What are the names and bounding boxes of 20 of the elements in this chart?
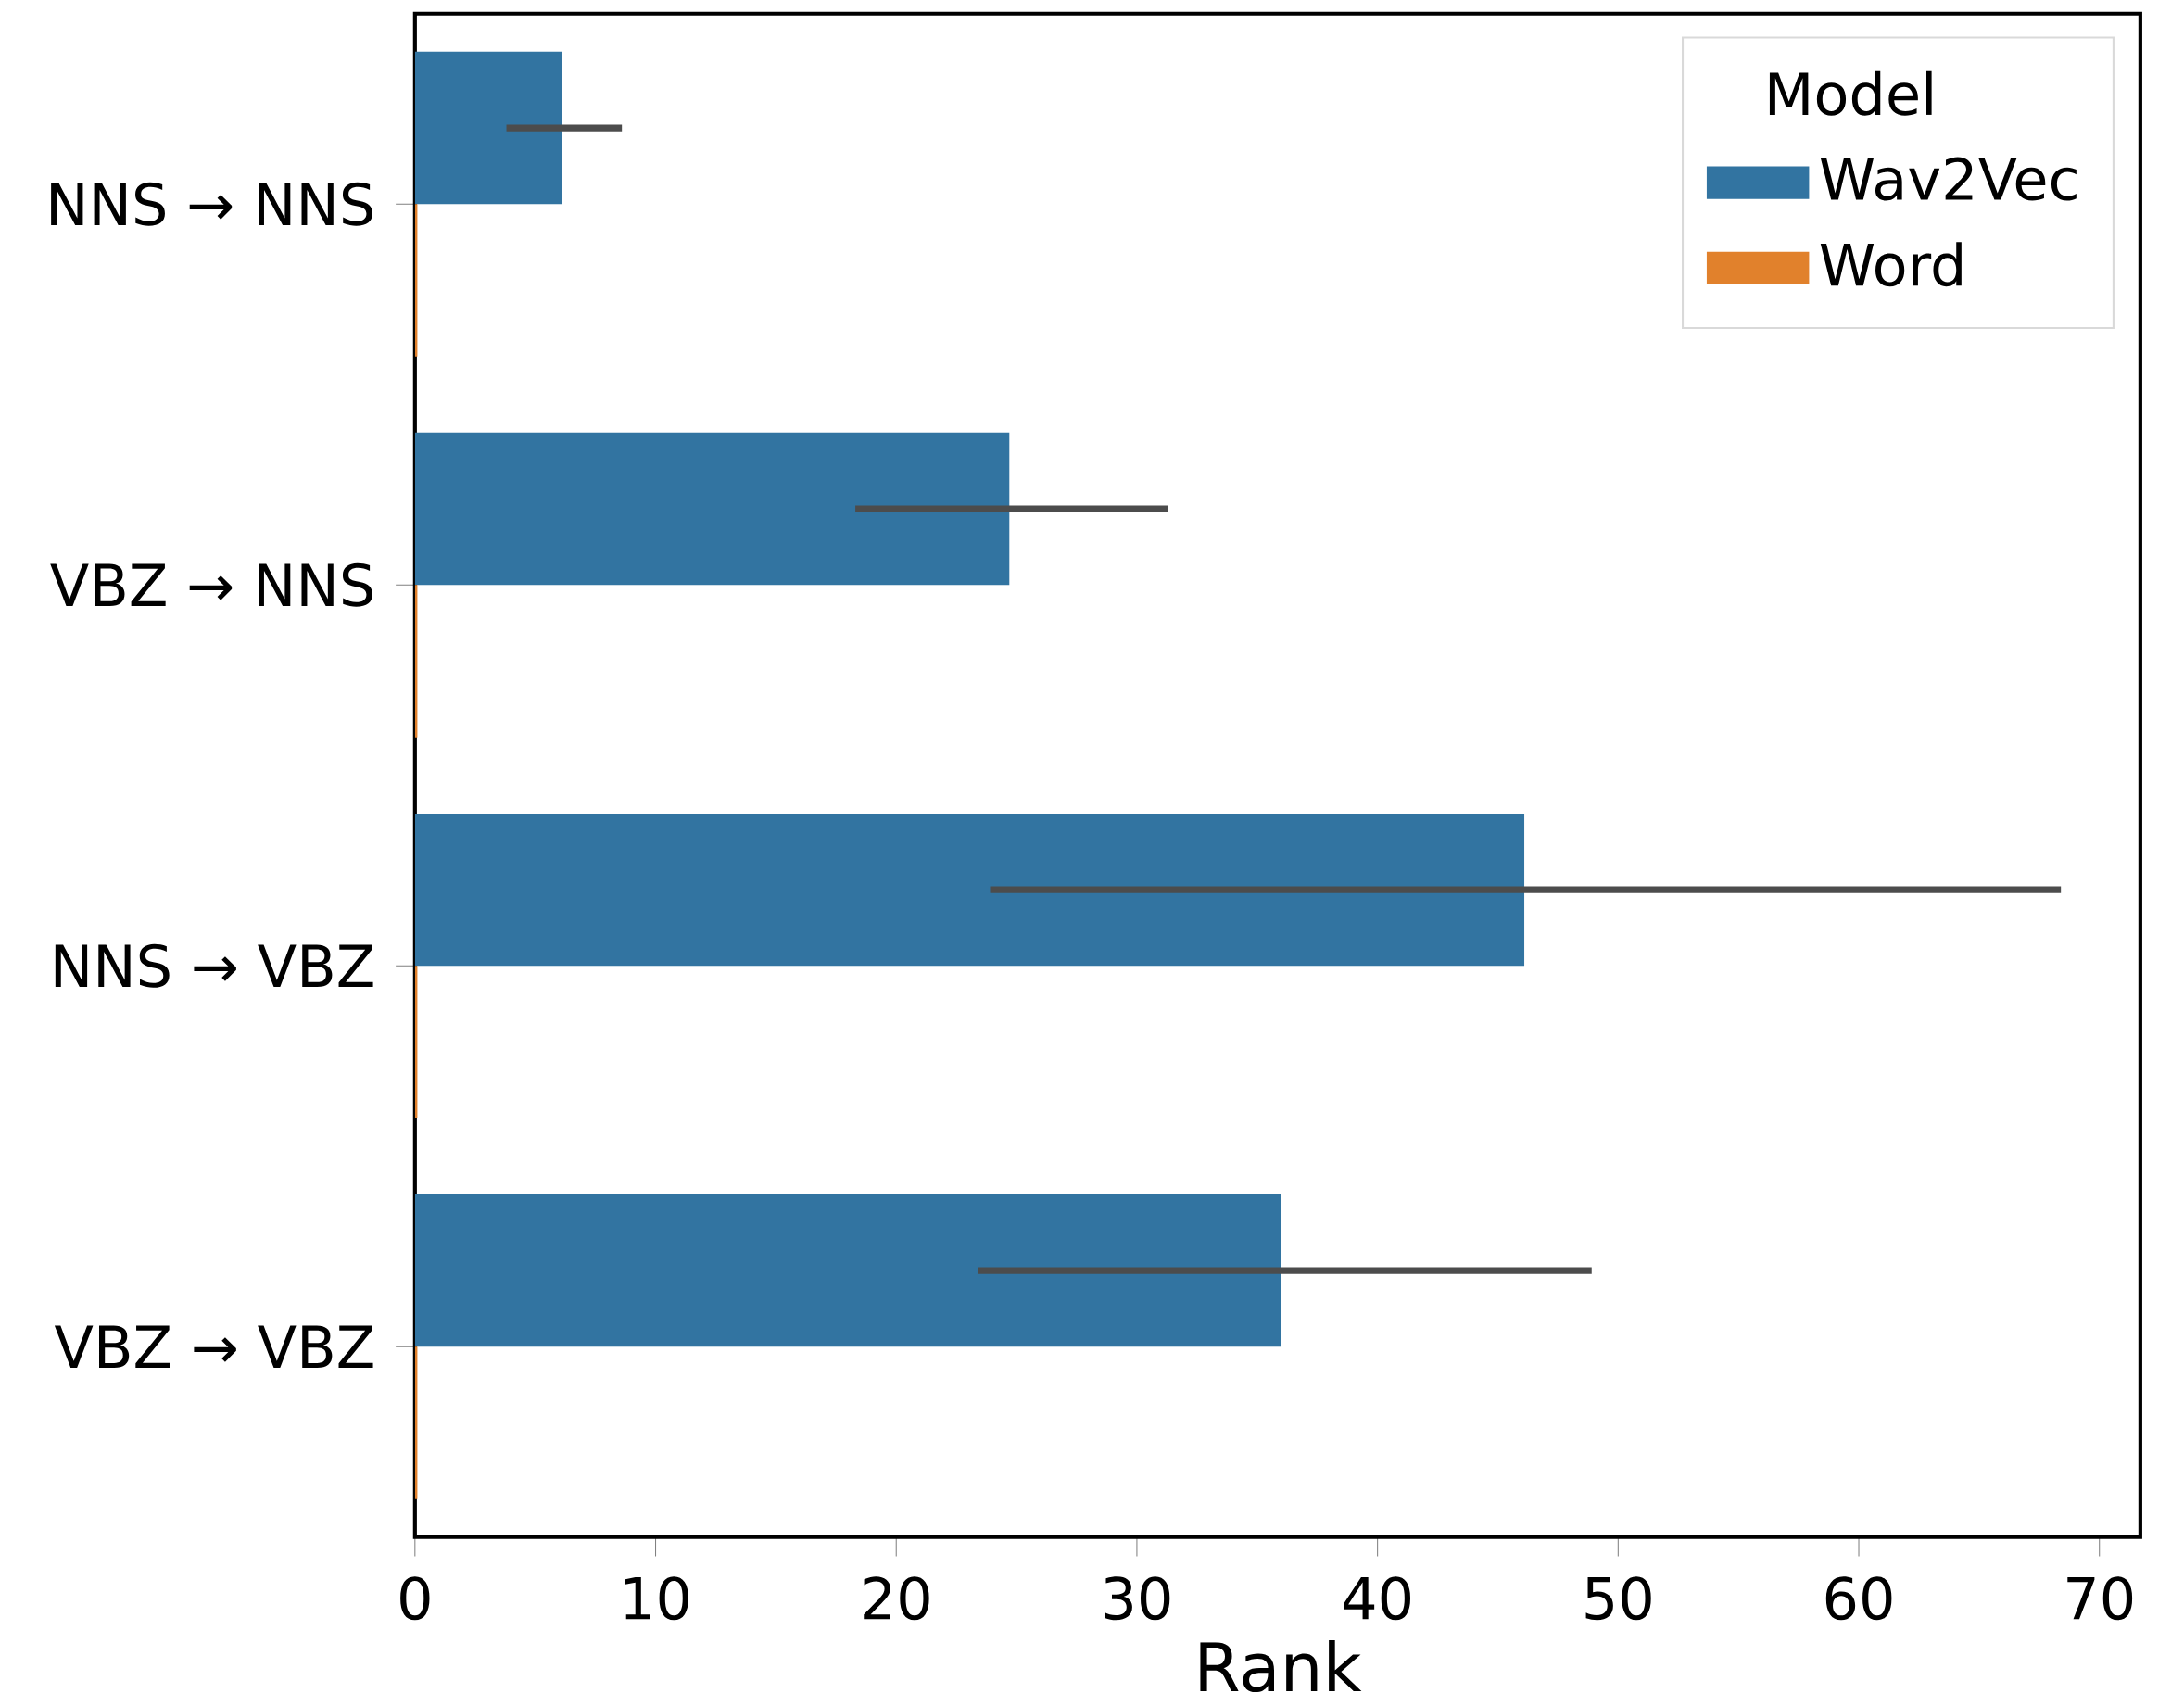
x-tick-label: 10 [625,1576,688,1621]
y-tick-label: VBZ → VBZ [54,1325,373,1369]
bar [414,433,1010,586]
legend-label: Word [1820,242,1962,287]
x-tick-label: 30 [1105,1576,1170,1621]
legend-title: Model [1769,70,1932,116]
legend-label: Wav2Vec [1820,157,2077,201]
y-tick-label: NNS → VBZ [55,943,373,988]
bar [414,1194,1281,1347]
x-tick-label: 0 [400,1576,430,1621]
x-tick-label: 40 [1344,1576,1411,1621]
bar [414,814,1525,967]
x-axis-title: Rank [1200,1640,1362,1693]
x-tick-label: 20 [864,1576,929,1621]
bar [414,52,562,205]
x-tick-label: 70 [2067,1576,2133,1621]
y-tick-label: NNS → NNS [51,182,372,226]
x-tick-label: 60 [1825,1576,1892,1621]
x-tick-label: 50 [1585,1576,1651,1621]
y-tick-label: VBZ → NNS [50,562,372,607]
